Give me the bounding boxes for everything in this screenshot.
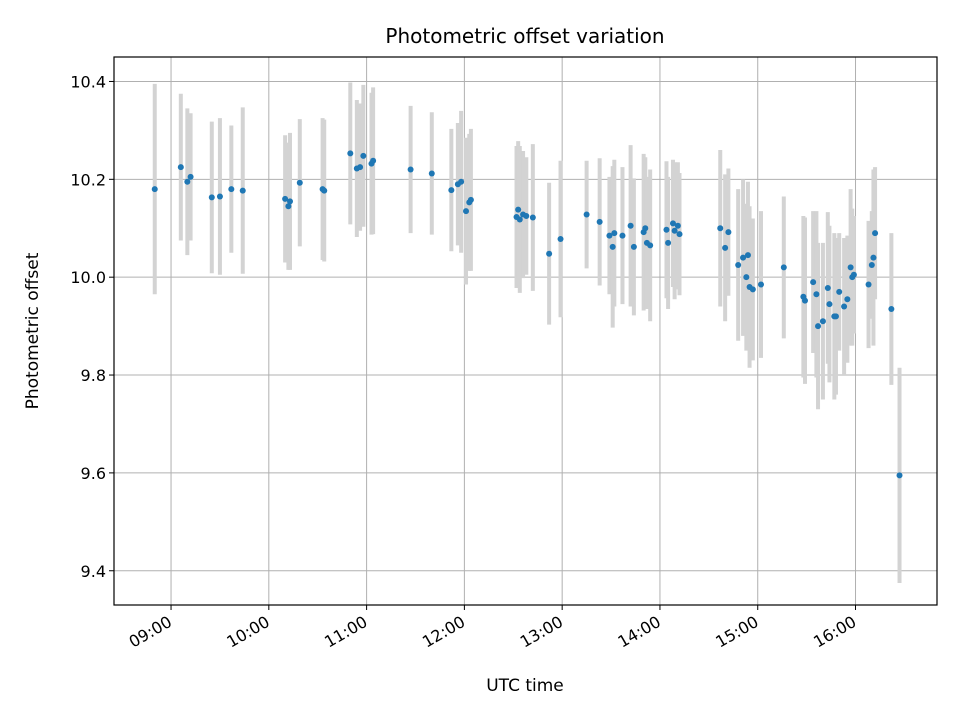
data-point (841, 303, 848, 310)
data-point (757, 281, 764, 288)
data-point (674, 222, 681, 229)
data-point (676, 231, 683, 238)
data-point (357, 164, 364, 171)
y-axis: 9.4 9.6 9.8 10.0 10.2 10.4 (70, 72, 114, 581)
data-point (824, 284, 831, 291)
data-point (347, 150, 354, 157)
data-point (463, 208, 470, 215)
data-point (360, 152, 367, 159)
data-point (321, 187, 328, 194)
data-point (870, 254, 877, 261)
data-point (663, 226, 670, 233)
data-point (287, 198, 294, 205)
data-points (151, 150, 903, 479)
data-point (467, 196, 474, 203)
data-point (780, 264, 787, 271)
data-point (896, 472, 903, 479)
data-point (819, 318, 826, 325)
data-point (407, 166, 414, 173)
data-point (529, 214, 536, 221)
data-point (516, 216, 523, 223)
data-point (722, 244, 729, 251)
data-point (151, 186, 158, 193)
y-tick-label: 9.4 (81, 562, 106, 581)
data-point (813, 291, 820, 298)
data-point (735, 261, 742, 268)
data-point (717, 225, 724, 232)
data-point (868, 261, 875, 268)
data-point (815, 323, 822, 330)
data-point (826, 301, 833, 308)
data-point (546, 250, 553, 257)
data-point (370, 157, 377, 164)
data-point (428, 170, 435, 177)
data-point (832, 313, 839, 320)
data-point (865, 281, 872, 288)
y-axis-title: Photometric offset (23, 252, 43, 409)
grid (114, 57, 937, 605)
y-tick-label: 10.4 (70, 72, 106, 91)
data-point (743, 274, 750, 281)
data-point (844, 296, 851, 303)
data-point (583, 211, 590, 218)
data-point (177, 164, 184, 171)
data-point (619, 232, 626, 239)
data-point (187, 173, 194, 180)
data-point (216, 193, 223, 200)
data-point (630, 243, 637, 250)
data-point (669, 220, 676, 227)
data-point (606, 232, 613, 239)
data-point (647, 242, 654, 249)
y-tick-label: 10.0 (70, 268, 106, 287)
data-point (184, 178, 191, 185)
data-point (847, 264, 854, 271)
data-point (740, 254, 747, 261)
data-point (515, 206, 522, 213)
data-point (850, 271, 857, 278)
data-point (609, 243, 616, 250)
data-point (627, 222, 634, 229)
data-point (665, 239, 672, 246)
data-point (228, 186, 235, 193)
y-tick-label: 9.8 (81, 366, 106, 385)
plot-frame (113, 56, 938, 606)
y-tick-label: 10.2 (70, 170, 106, 189)
data-point (239, 187, 246, 194)
data-point (458, 178, 465, 185)
data-point (596, 218, 603, 225)
data-point (872, 230, 879, 237)
data-point (744, 252, 751, 259)
data-point (725, 229, 732, 236)
data-point (888, 305, 895, 312)
data-point (282, 195, 289, 202)
data-point (557, 236, 564, 243)
data-point (810, 279, 817, 286)
data-point (671, 227, 678, 234)
data-point (801, 297, 808, 304)
data-point (611, 230, 618, 237)
data-point (749, 286, 756, 293)
data-point (523, 213, 530, 220)
data-point (208, 194, 215, 201)
x-axis-title: UTC time (486, 676, 564, 696)
data-point (296, 179, 303, 186)
y-tick-label: 9.6 (81, 464, 106, 483)
data-point (448, 187, 455, 194)
data-point (836, 288, 843, 295)
data-point (642, 225, 649, 232)
chart-title: Photometric offset variation (385, 24, 664, 48)
data-point (285, 203, 292, 210)
